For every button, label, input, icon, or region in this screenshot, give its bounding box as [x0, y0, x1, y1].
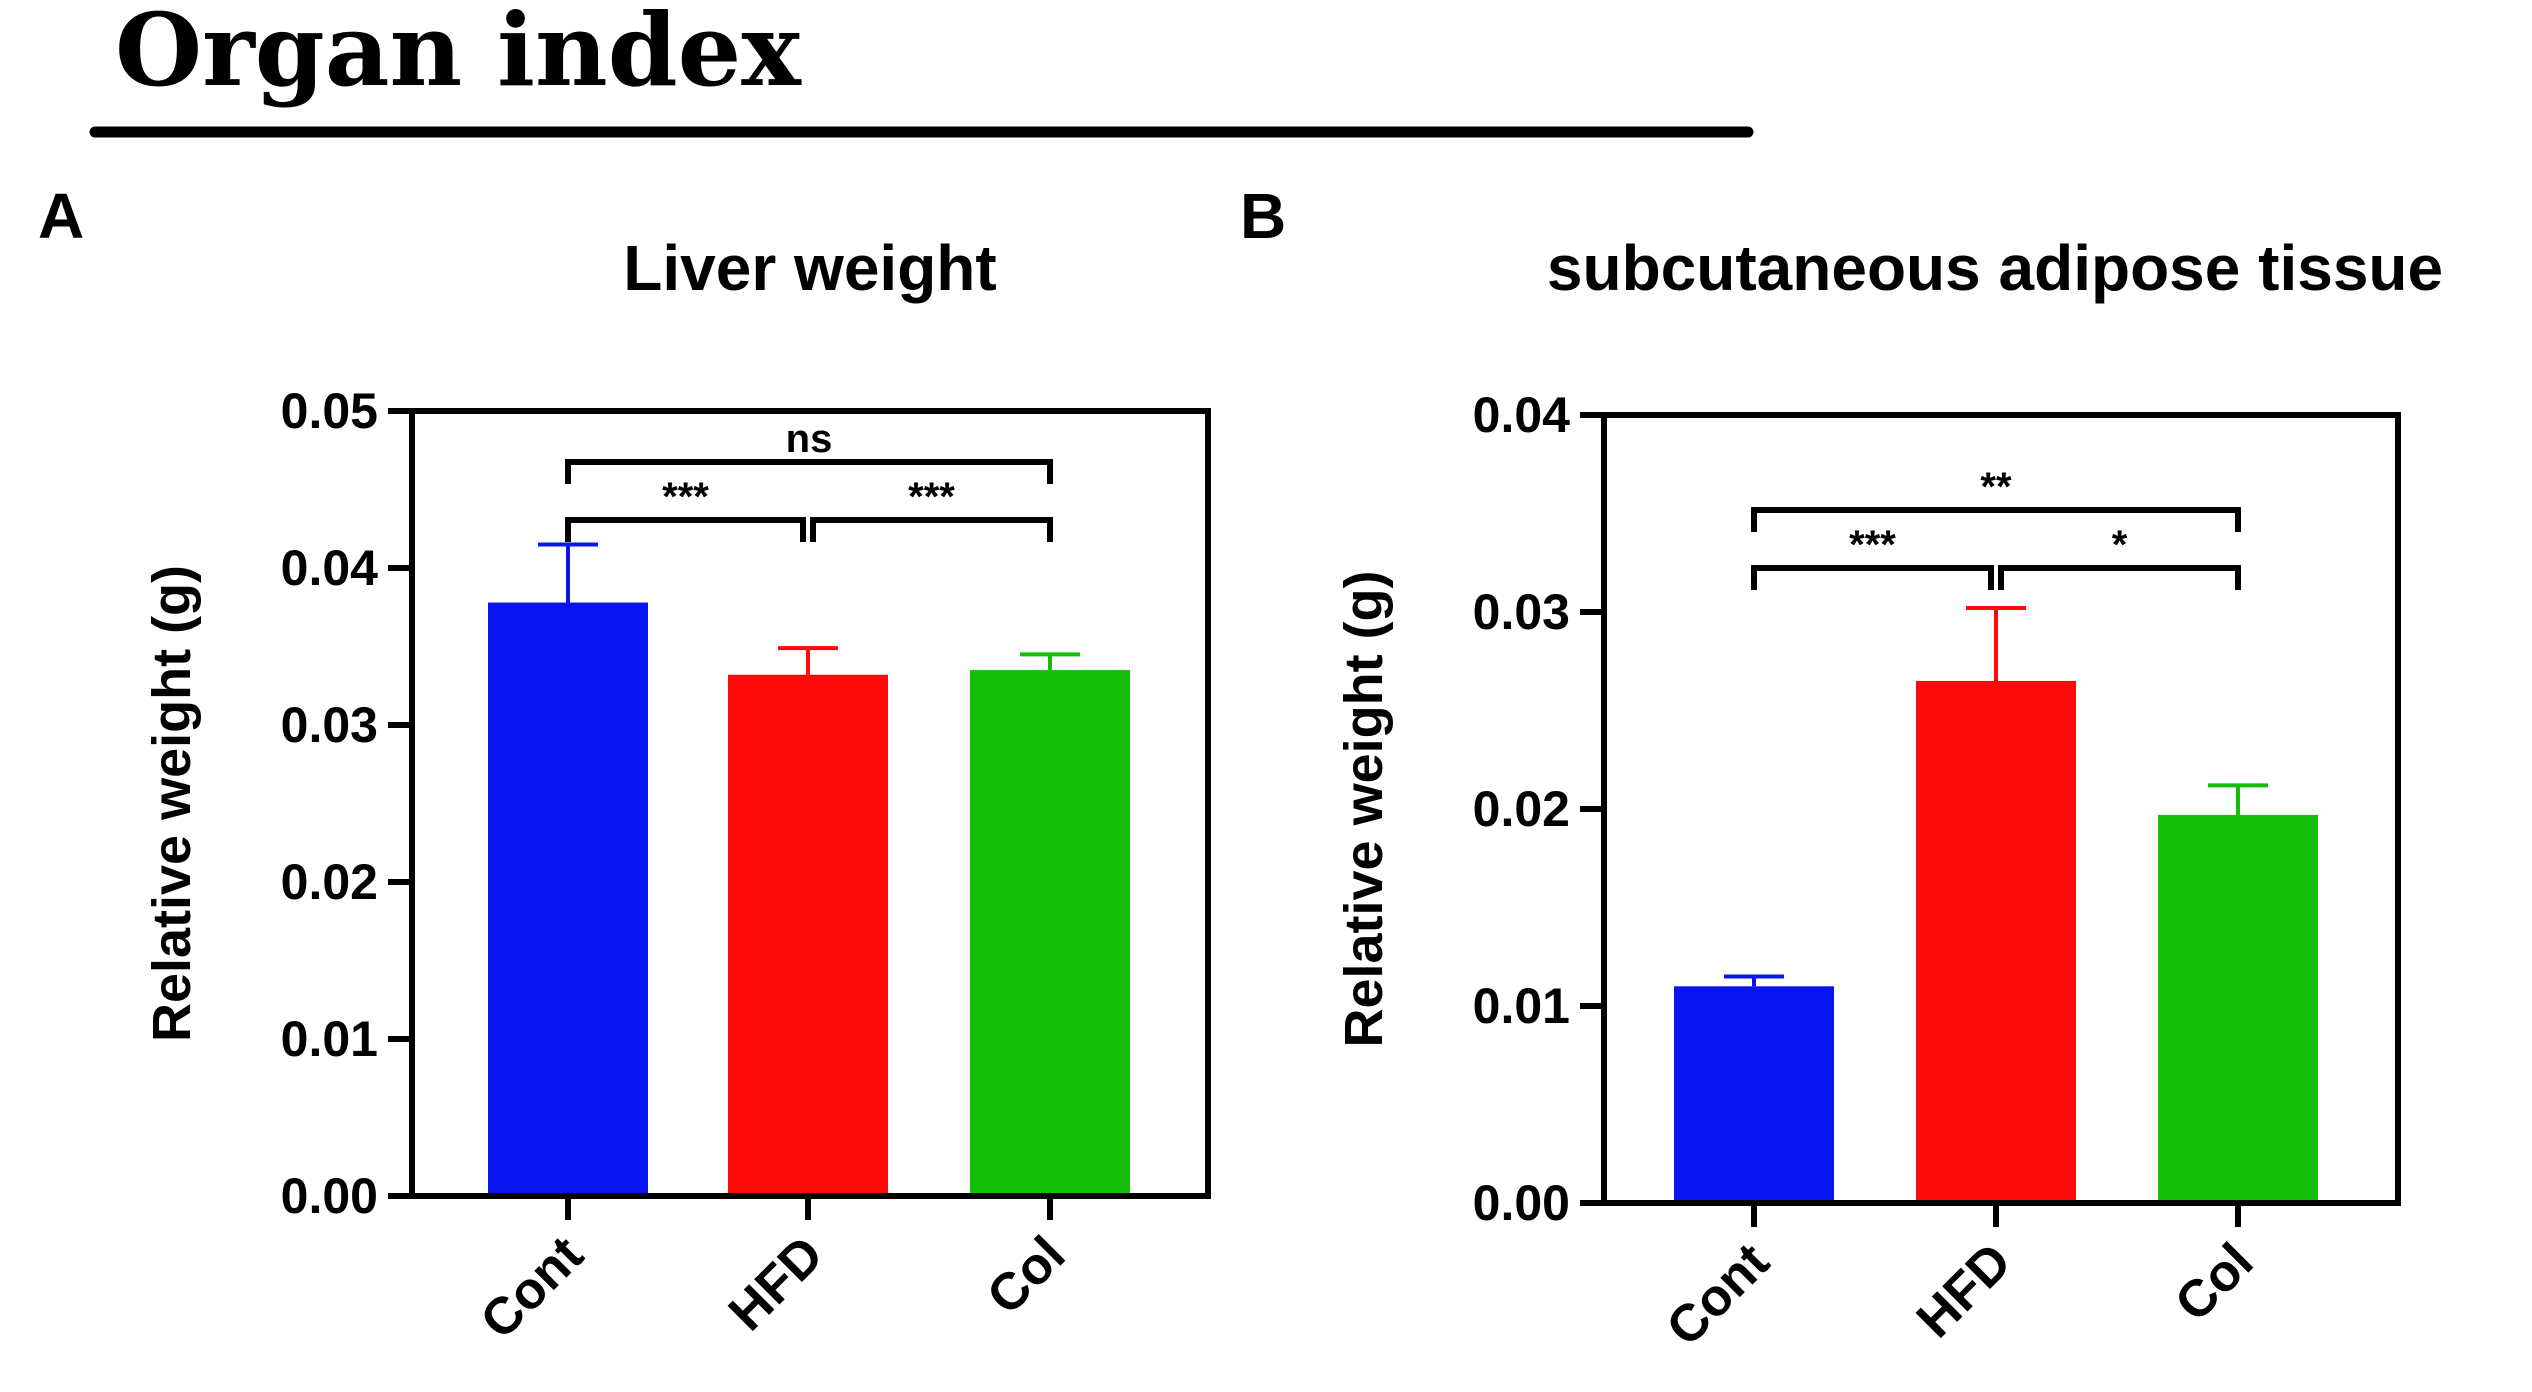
panel-b-label: B [1240, 180, 1286, 252]
bar-cont [1674, 986, 1834, 1203]
y-tick-label: 0.02 [1473, 781, 1570, 837]
y-axis-label: Relative weight (g) [142, 565, 202, 1042]
y-tick-label: 0.01 [1473, 978, 1570, 1034]
significance-label: *** [908, 475, 955, 519]
x-tick-label-col: Col [2164, 1232, 2264, 1332]
chart-title: Liver weight [623, 232, 996, 304]
bar-col [2158, 814, 2318, 1203]
bar-col [970, 670, 1130, 1196]
y-tick-label: 0.01 [281, 1011, 378, 1067]
chart-title: subcutaneous adipose tissue [1547, 232, 2443, 304]
significance-label: ns [786, 417, 833, 461]
x-tick-label-cont: Cont [470, 1225, 595, 1350]
y-tick-label: 0.04 [1473, 387, 1571, 443]
y-tick-label: 0.00 [1473, 1175, 1570, 1231]
x-tick-label-cont: Cont [1656, 1232, 1781, 1357]
bar-hfd [1916, 680, 2076, 1203]
significance-label: ** [1980, 465, 2012, 509]
significance-label: *** [662, 475, 709, 519]
y-tick-label: 0.02 [281, 854, 378, 910]
page-title: Organ index [115, 0, 802, 109]
adipose-tissue-chart: subcutaneous adipose tissue 0.00 0.01 0.02 0… [1334, 232, 2443, 1357]
significance-bracket [1998, 565, 2241, 590]
y-tick-label: 0.05 [281, 383, 378, 439]
y-tick-label: 0.00 [281, 1168, 378, 1224]
bar-cont [488, 602, 648, 1196]
significance-bracket [810, 517, 1053, 542]
y-axis-label: Relative weight (g) [1334, 570, 1394, 1047]
x-tick-label-col: Col [976, 1225, 1076, 1325]
significance-bracket [1751, 507, 2241, 532]
significance-label: * [2112, 523, 2128, 567]
significance-bracket [1751, 565, 1994, 590]
significance-label: *** [1849, 523, 1896, 567]
bar-hfd [728, 674, 888, 1196]
x-tick-label-hfd: HFD [718, 1225, 835, 1342]
y-tick-label: 0.03 [1473, 584, 1570, 640]
y-tick-label: 0.03 [281, 697, 378, 753]
x-tick-label-hfd: HFD [1906, 1232, 2023, 1349]
y-tick-label: 0.04 [281, 540, 379, 596]
panel-a-label: A [38, 180, 84, 252]
significance-bracket [565, 517, 806, 542]
liver-weight-chart: Liver weight 0.00 0.01 0.02 0.03 0.04 0.05 Cont… [142, 232, 1211, 1350]
significance-bracket [565, 459, 1053, 484]
